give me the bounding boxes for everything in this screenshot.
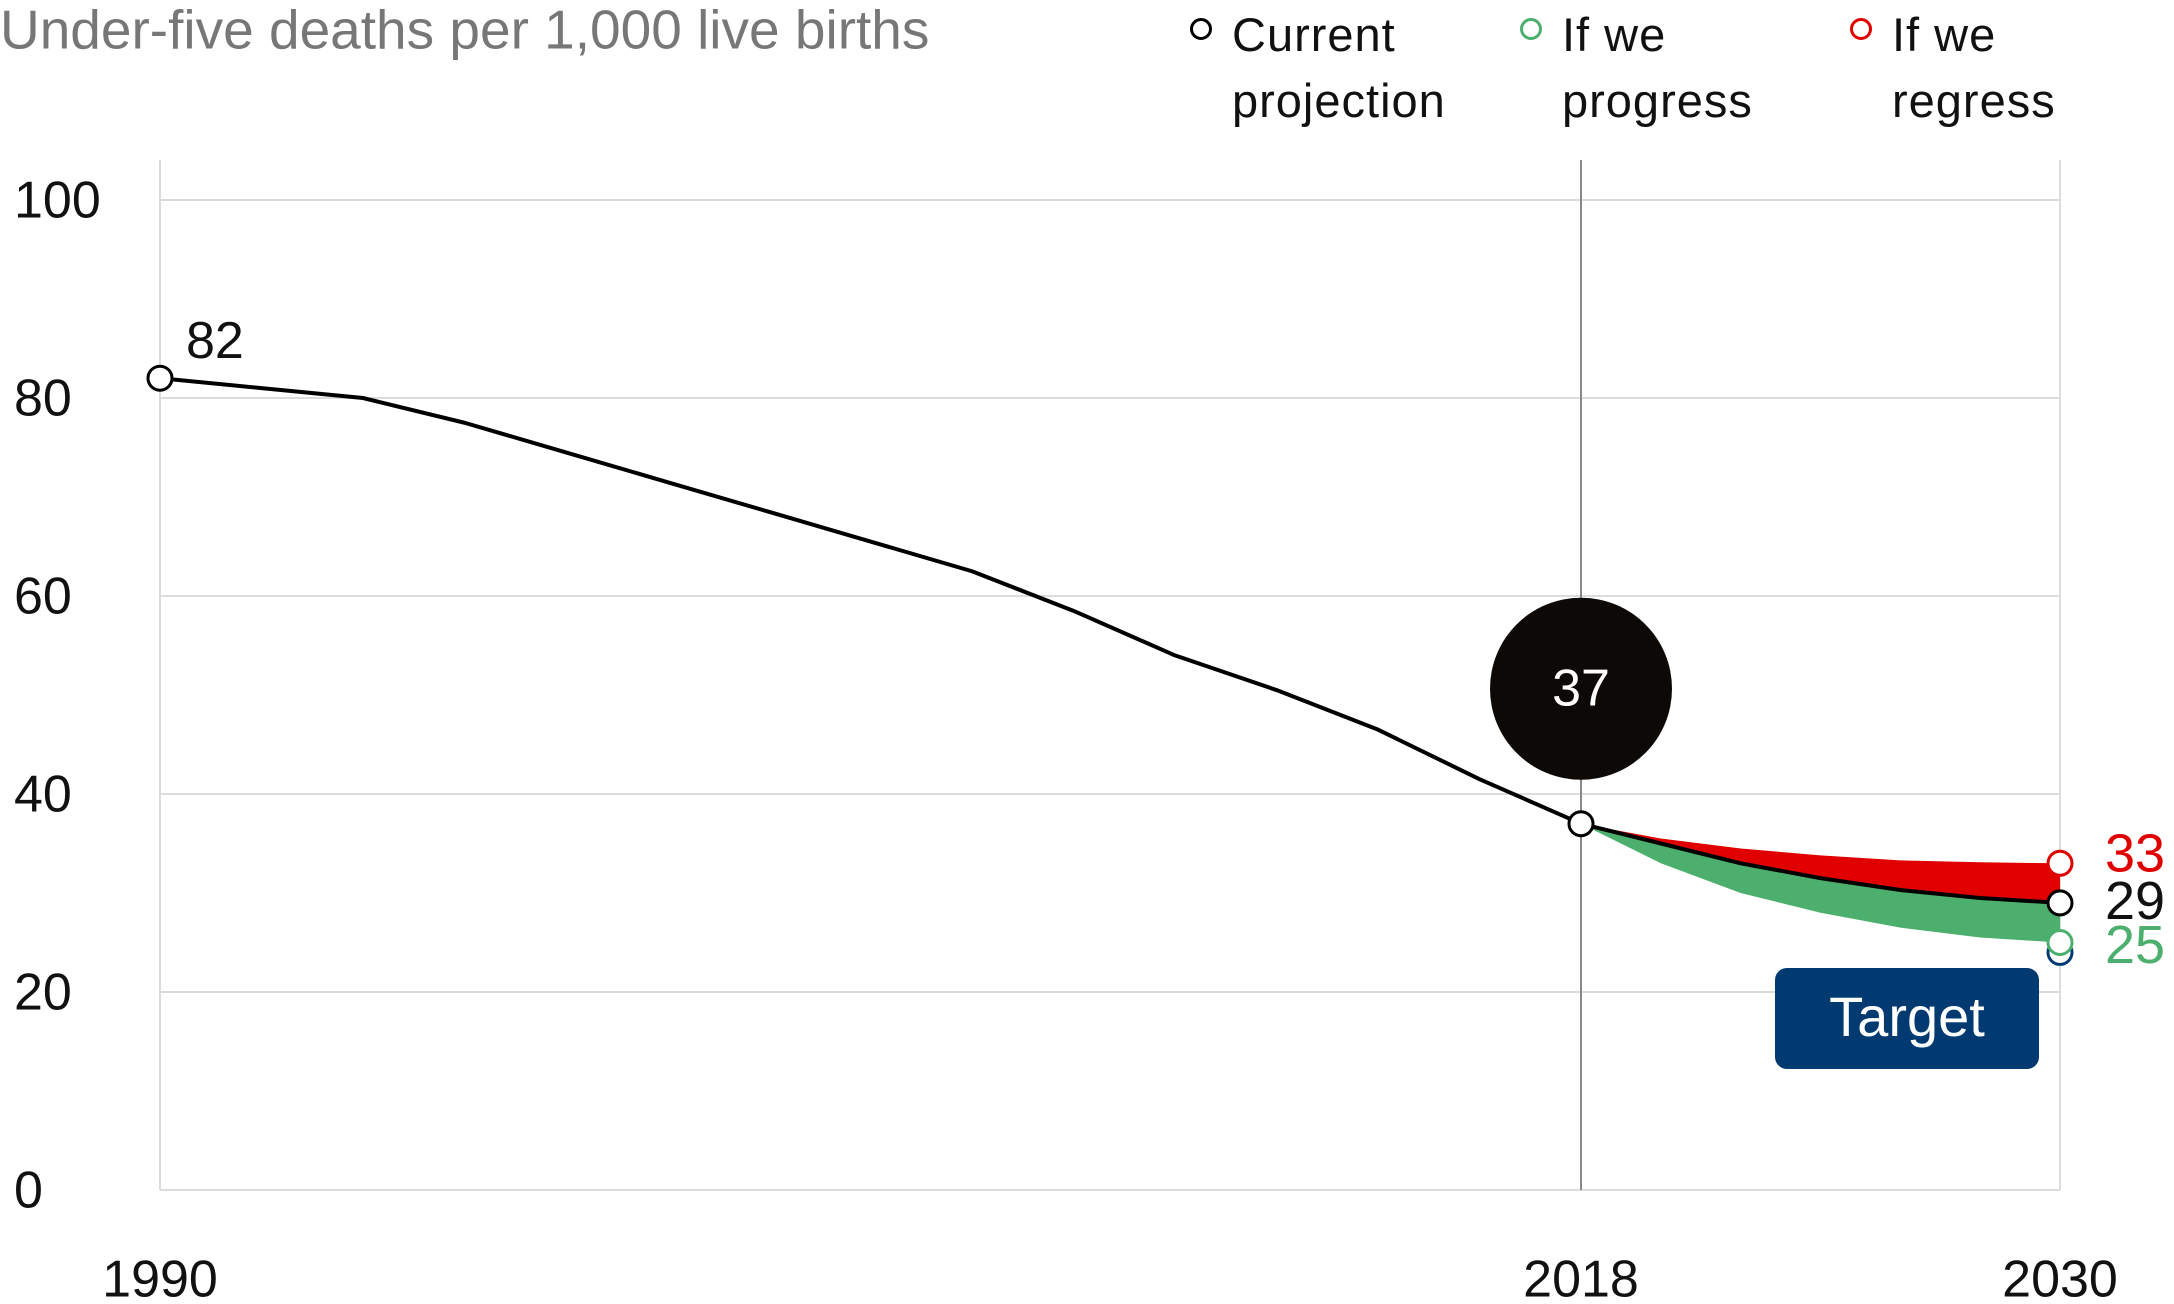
value-label: 33 <box>2105 824 2165 884</box>
x-tick-label: 2030 <box>2002 1251 2118 1304</box>
target-label: Target <box>1829 985 1985 1048</box>
x-tick-label: 1990 <box>102 1251 218 1304</box>
legend-label: If we regress <box>1892 8 2056 127</box>
value-label: 37 <box>1552 659 1610 717</box>
chart-title: Under-five deaths per 1,000 live births <box>0 0 929 61</box>
legend-label: Current projection <box>1232 8 1446 127</box>
y-tick-label: 80 <box>14 370 72 428</box>
target-badge <box>1775 968 2039 1069</box>
point-marker <box>1567 810 1595 838</box>
legend-label: If we progress <box>1562 8 1753 127</box>
y-tick-label: 20 <box>14 964 72 1022</box>
y-tick-label: 60 <box>14 568 72 626</box>
legend-item: If we regress <box>1850 2 2174 134</box>
legend-marker <box>1190 18 1212 40</box>
legend-item: Current projection <box>1190 2 1520 134</box>
value-label: 25 <box>2105 915 2165 975</box>
series-line <box>159 376 2061 905</box>
scenario-area <box>1581 823 2060 903</box>
point-marker <box>146 364 174 392</box>
y-tick-label: 0 <box>14 1162 43 1220</box>
highlight-bubble <box>1490 597 1672 780</box>
point-marker <box>2046 889 2074 917</box>
legend-marker <box>1520 18 1542 40</box>
value-label: 82 <box>186 312 244 370</box>
y-tick-label: 40 <box>14 766 72 824</box>
legend: Current projection If we progress If we re… <box>1190 2 2174 134</box>
legend-marker <box>1850 18 1872 40</box>
end-marker <box>2046 929 2074 956</box>
x-tick-label: 2018 <box>1523 1251 1639 1304</box>
value-label: 29 <box>2105 871 2165 931</box>
legend-item: If we progress <box>1520 2 1850 134</box>
end-marker <box>2046 849 2074 877</box>
y-tick-label: 100 <box>14 172 101 230</box>
